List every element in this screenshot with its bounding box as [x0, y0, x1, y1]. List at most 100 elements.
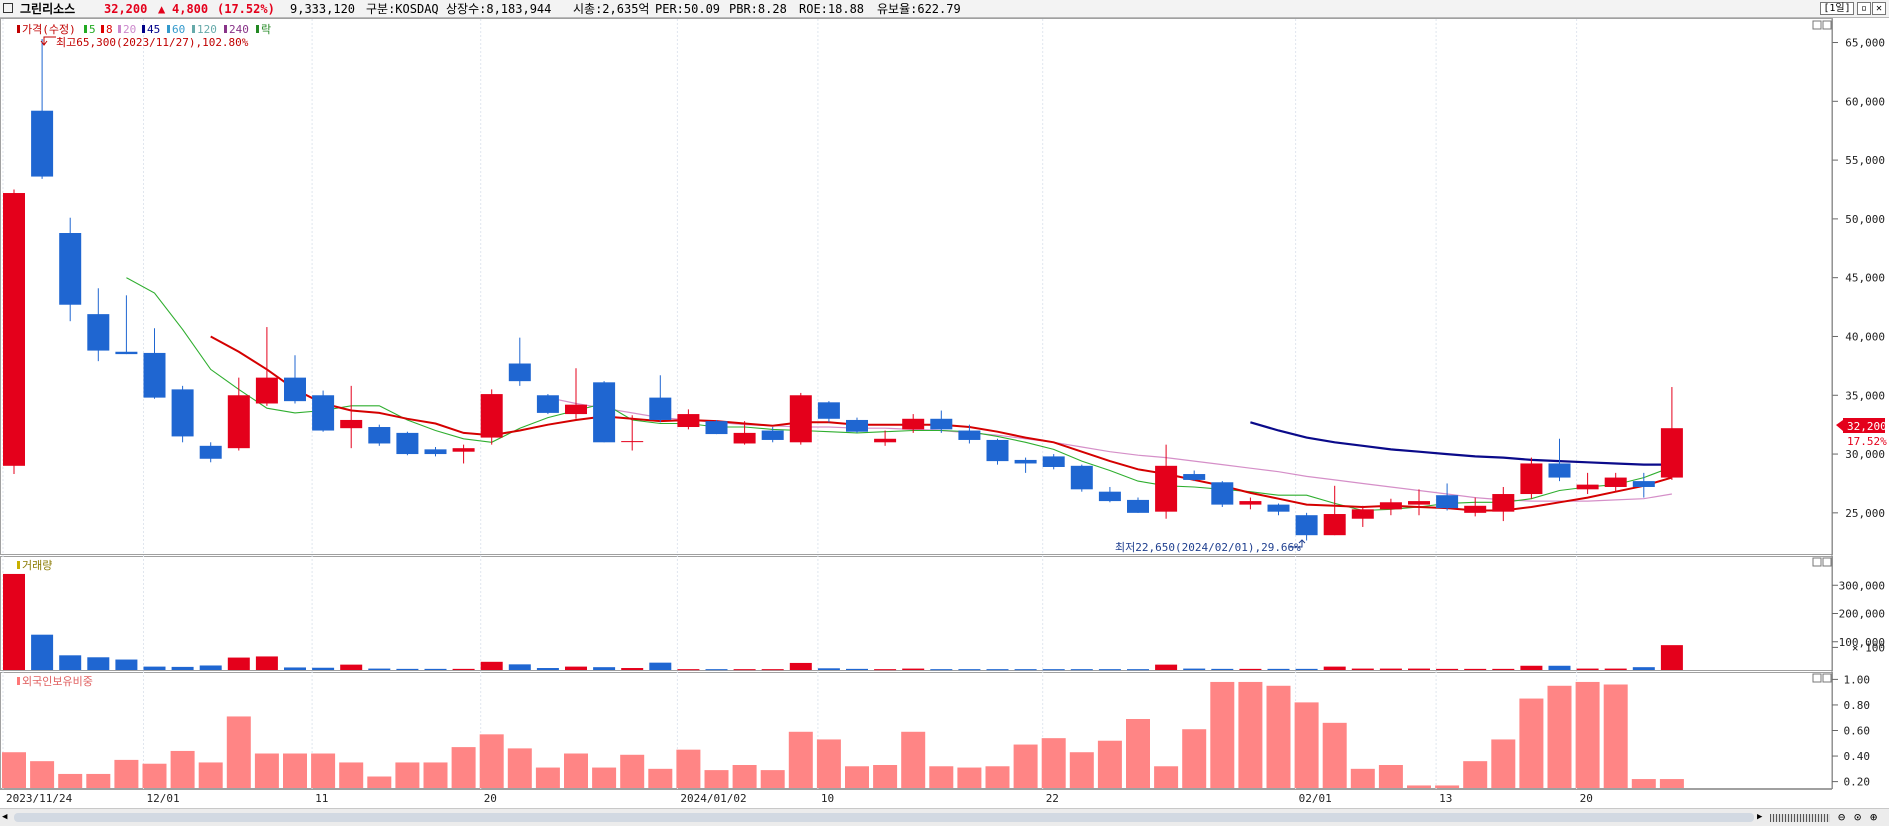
foreign-ownership-bar: [1097, 740, 1122, 788]
candle-body: [1436, 495, 1459, 509]
price-tick-label: 30,000: [1845, 448, 1885, 461]
volume-bar: [312, 667, 335, 670]
candle-body: [958, 430, 981, 440]
foreign-ownership-bar: [283, 753, 307, 788]
candle-body: [452, 448, 475, 452]
volume-tick-label: 200,000: [1839, 608, 1885, 621]
foreign-ownership-bar: [1294, 702, 1319, 788]
candle-body: [986, 439, 1009, 462]
candle-body: [1323, 514, 1346, 536]
volume-bar: [1464, 668, 1487, 670]
foreign-ownership-bar: [1069, 752, 1094, 788]
volume-bar: [677, 669, 700, 671]
foreign-ownership-bar: [760, 770, 785, 788]
volume-bar: [340, 664, 363, 670]
scroll-right-button[interactable]: ▶: [1757, 812, 1763, 822]
candle-body: [31, 110, 54, 177]
foreign-ownership-bar: [957, 767, 982, 788]
candle-body: [368, 427, 391, 444]
volume-bar: [199, 665, 222, 670]
foreign-ownership-bar: [620, 754, 645, 788]
candle-body: [1042, 456, 1065, 467]
foreign-ownership-bar: [1210, 681, 1235, 788]
foreign-ownership-bar: [86, 773, 111, 788]
foreign-ownership-bar: [451, 747, 476, 788]
volume-panel-title: 거래량: [22, 559, 52, 572]
price-tick-label: 35,000: [1845, 389, 1885, 402]
volume-bar: [1295, 668, 1318, 670]
x-axis-label: 20: [1580, 792, 1593, 805]
candle-body: [1267, 504, 1290, 512]
scroll-left-button[interactable]: ◀: [2, 812, 8, 822]
foreign-ownership-bar: [479, 734, 504, 788]
foreign-ownership-bar: [1519, 698, 1544, 788]
close-button[interactable]: ✕: [1872, 2, 1886, 15]
candle-body: [1660, 428, 1683, 478]
candle-body: [1520, 463, 1543, 495]
legend-ma8: 8: [106, 23, 113, 36]
volume-bar: [986, 669, 1009, 671]
foreign-ownership-bar: [535, 767, 560, 788]
volume-bar: [705, 669, 728, 671]
candle-body: [1183, 474, 1206, 480]
foreign-ownership-bar: [1407, 785, 1431, 788]
candle-body: [874, 438, 897, 443]
stock-name[interactable]: 그린리소스: [20, 2, 76, 16]
foreign-ownership-bar: [58, 773, 83, 788]
volume-panel[interactable]: [0, 556, 1833, 671]
maximize-button[interactable]: ▫: [1857, 2, 1871, 15]
price-tick-label: 50,000: [1845, 213, 1885, 226]
volume-bar: [1576, 668, 1599, 670]
current-price-tag: [1843, 418, 1885, 433]
candle-body: [761, 430, 784, 440]
candle-body: [1576, 484, 1599, 490]
volume-bar: [1014, 669, 1037, 671]
foreign-ownership-bar: [873, 765, 898, 788]
legend-ma120: 120: [197, 23, 217, 36]
stock-info-header: 그린리소스 32,200 ▲ 4,800 (17.52%) 9,333,120 …: [0, 0, 1889, 18]
foreign-ownership-bar: [732, 765, 757, 788]
foreign-ownership-bar: [1350, 768, 1375, 788]
candle-body: [87, 314, 110, 351]
foreign-tick-label: 0.40: [1844, 750, 1871, 763]
volume-bar: [59, 655, 82, 670]
volume-bar: [1127, 669, 1149, 671]
horizontal-scrollbar[interactable]: ◀ ▶ ⊖ ⊙ ⊕: [0, 808, 1889, 826]
candle-body: [1211, 482, 1234, 505]
zoom-reset-icon[interactable]: ⊙: [1854, 810, 1862, 824]
candle-body: [59, 233, 82, 305]
volume-bar: [171, 666, 194, 670]
legend-ma60: 60: [172, 23, 185, 36]
candle-body: [789, 395, 812, 443]
zoom-in-icon[interactable]: ⊕: [1870, 810, 1878, 824]
panel-controls[interactable]: [1812, 20, 1832, 683]
foreign-ownership-bar: [1322, 722, 1347, 788]
candle-body: [171, 389, 194, 437]
candle-body: [846, 419, 868, 432]
period-button[interactable]: [1일]: [1820, 2, 1854, 15]
high-annotation-arrow: [40, 36, 56, 46]
select-checkbox[interactable]: [3, 3, 13, 13]
stock-chart[interactable]: 65,000 60,000 55,000 50,000 45,000 40,000 35,0…: [0, 0, 1889, 808]
volume-bar: [1660, 645, 1683, 670]
volume-bar: [846, 668, 868, 670]
volume-bar: [536, 668, 559, 670]
volume-bar: [1604, 668, 1627, 670]
foreign-ownership-bar: [592, 767, 617, 788]
candle-body: [1351, 509, 1374, 519]
volume-bar: [3, 573, 25, 670]
foreign-ownership-bar: [788, 731, 813, 788]
candle-body: [1127, 499, 1149, 513]
pbr-value: PBR:8.28: [729, 2, 787, 16]
volume-bar: [1548, 665, 1571, 670]
zoom-slider[interactable]: [1770, 814, 1830, 822]
foreign-ownership-bar: [676, 749, 701, 788]
volume-bar: [1379, 668, 1402, 670]
scroll-track[interactable]: [14, 813, 1754, 822]
zoom-out-icon[interactable]: ⊖: [1838, 810, 1846, 824]
volume-bar: [424, 668, 447, 670]
foreign-ownership-bar: [648, 768, 673, 788]
ma45-line: [1250, 421, 1672, 466]
current-pct-tag-label: 17.52%: [1847, 435, 1887, 448]
volume-bar: [480, 661, 503, 670]
